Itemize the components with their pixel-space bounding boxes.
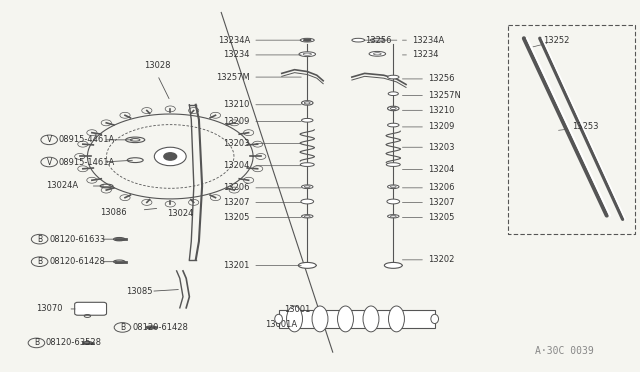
Text: 13234: 13234 [412, 51, 439, 60]
Text: 08915-4461A: 08915-4461A [59, 135, 115, 144]
Ellipse shape [387, 163, 400, 166]
Ellipse shape [304, 39, 311, 41]
Text: 13256: 13256 [365, 36, 391, 45]
Ellipse shape [387, 199, 399, 204]
Ellipse shape [301, 185, 313, 189]
Text: 13204: 13204 [428, 165, 454, 174]
Text: 13253: 13253 [572, 122, 598, 131]
Text: B: B [120, 323, 125, 332]
Text: 13205: 13205 [223, 213, 250, 222]
Text: B: B [34, 339, 39, 347]
Text: 13206: 13206 [223, 183, 250, 192]
Text: 13001A: 13001A [266, 320, 298, 329]
Text: 13209: 13209 [223, 117, 250, 126]
Text: 13086: 13086 [100, 208, 127, 218]
Text: 13202: 13202 [428, 255, 454, 264]
Text: 13256: 13256 [428, 74, 455, 83]
Ellipse shape [390, 215, 396, 217]
Circle shape [164, 153, 177, 160]
Text: 13234: 13234 [223, 51, 250, 60]
Text: 13203: 13203 [223, 139, 250, 148]
Text: 08120-63528: 08120-63528 [46, 339, 102, 347]
Text: 13001: 13001 [284, 305, 310, 314]
Text: 13203: 13203 [428, 143, 455, 152]
Ellipse shape [390, 108, 396, 110]
Ellipse shape [431, 314, 438, 324]
Ellipse shape [301, 215, 313, 218]
Text: 13257M: 13257M [216, 73, 250, 81]
Text: 08120-61633: 08120-61633 [49, 235, 106, 244]
Ellipse shape [312, 306, 328, 332]
Text: 13207: 13207 [223, 198, 250, 207]
Text: 13024A: 13024A [46, 182, 78, 190]
Ellipse shape [371, 38, 385, 42]
Ellipse shape [305, 186, 310, 187]
Text: A·30C 0039: A·30C 0039 [535, 346, 594, 356]
Text: 13209: 13209 [428, 122, 454, 131]
Ellipse shape [305, 102, 310, 104]
Text: 13201: 13201 [223, 261, 250, 270]
Ellipse shape [388, 215, 399, 218]
Text: 13028: 13028 [144, 61, 171, 70]
Ellipse shape [363, 306, 379, 332]
Text: 13234A: 13234A [218, 36, 250, 45]
Ellipse shape [369, 51, 386, 56]
Text: B: B [37, 257, 42, 266]
Text: 13085: 13085 [125, 287, 152, 296]
Ellipse shape [300, 38, 314, 42]
Ellipse shape [388, 306, 404, 332]
Ellipse shape [352, 38, 365, 42]
Ellipse shape [287, 306, 303, 332]
Text: 13206: 13206 [428, 183, 455, 192]
Ellipse shape [388, 92, 398, 96]
Ellipse shape [388, 123, 399, 127]
Ellipse shape [388, 75, 399, 79]
Text: 08120-61428: 08120-61428 [49, 257, 105, 266]
Ellipse shape [300, 163, 314, 166]
Text: V: V [47, 135, 52, 144]
Text: 13070: 13070 [36, 304, 63, 314]
Bar [278, 310, 435, 328]
Ellipse shape [301, 118, 313, 122]
Ellipse shape [299, 52, 316, 57]
Ellipse shape [388, 106, 399, 111]
Text: 13252: 13252 [543, 36, 570, 45]
Text: 13205: 13205 [428, 213, 454, 222]
Text: 13204: 13204 [223, 161, 250, 170]
Text: 08915-1461A: 08915-1461A [59, 157, 115, 167]
Circle shape [154, 147, 186, 166]
Text: V: V [47, 157, 52, 167]
Text: 13234A: 13234A [412, 36, 445, 45]
Ellipse shape [390, 186, 396, 187]
Text: 13210: 13210 [223, 100, 250, 109]
Ellipse shape [337, 306, 353, 332]
Ellipse shape [374, 53, 381, 55]
Ellipse shape [303, 53, 312, 55]
Ellipse shape [385, 262, 402, 268]
Text: 08120-61428: 08120-61428 [132, 323, 188, 332]
Ellipse shape [305, 215, 310, 217]
Text: 13024: 13024 [167, 209, 193, 218]
Text: 13207: 13207 [428, 198, 455, 207]
Text: 13257N: 13257N [428, 91, 461, 100]
Ellipse shape [301, 101, 313, 105]
Text: B: B [37, 235, 42, 244]
Ellipse shape [275, 314, 282, 324]
FancyBboxPatch shape [75, 302, 106, 315]
Text: 13210: 13210 [428, 106, 454, 115]
Ellipse shape [301, 199, 314, 204]
Ellipse shape [388, 185, 399, 189]
Ellipse shape [298, 262, 316, 268]
